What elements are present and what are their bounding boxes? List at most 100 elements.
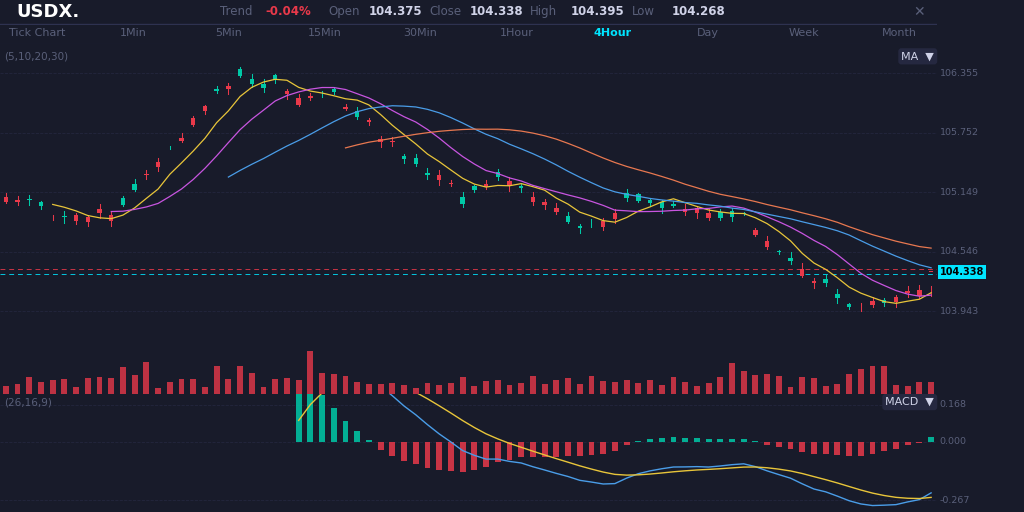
- Bar: [401, 442, 407, 461]
- Bar: [156, 388, 161, 394]
- Bar: [905, 291, 910, 293]
- Bar: [272, 379, 279, 394]
- Bar: [4, 197, 8, 202]
- Bar: [542, 442, 548, 457]
- Bar: [600, 381, 606, 394]
- Bar: [121, 198, 125, 205]
- Bar: [893, 442, 899, 449]
- Bar: [132, 184, 137, 189]
- Bar: [612, 382, 617, 394]
- Bar: [437, 175, 441, 180]
- Bar: [905, 442, 910, 445]
- Bar: [460, 377, 466, 394]
- Bar: [647, 379, 653, 394]
- Bar: [530, 376, 536, 394]
- Bar: [238, 69, 243, 76]
- Bar: [740, 439, 746, 442]
- Bar: [496, 172, 500, 177]
- Text: 104.338: 104.338: [940, 267, 984, 277]
- Bar: [589, 442, 594, 455]
- Bar: [916, 442, 923, 443]
- Text: Week: Week: [788, 29, 819, 38]
- Bar: [823, 279, 828, 283]
- Bar: [822, 442, 828, 454]
- Text: Tick Chart: Tick Chart: [9, 29, 66, 38]
- Bar: [835, 384, 841, 394]
- Bar: [682, 382, 688, 394]
- Bar: [600, 442, 606, 454]
- Bar: [589, 376, 594, 394]
- Bar: [718, 439, 723, 442]
- Bar: [565, 378, 571, 394]
- Text: 0.168: 0.168: [940, 400, 967, 410]
- Bar: [401, 385, 407, 394]
- Bar: [707, 214, 711, 218]
- Text: Low: Low: [632, 6, 654, 18]
- Bar: [250, 79, 254, 84]
- Bar: [507, 385, 512, 394]
- Bar: [471, 386, 477, 394]
- Text: 104.338: 104.338: [469, 6, 523, 18]
- Bar: [553, 442, 559, 457]
- Bar: [718, 212, 723, 219]
- Bar: [495, 380, 501, 394]
- Bar: [425, 442, 430, 467]
- Bar: [447, 383, 454, 394]
- Bar: [636, 195, 641, 201]
- Bar: [894, 297, 898, 302]
- Bar: [472, 186, 476, 190]
- Bar: [249, 373, 255, 394]
- Bar: [683, 209, 687, 212]
- Bar: [471, 442, 477, 470]
- Bar: [179, 138, 183, 141]
- Bar: [109, 215, 114, 221]
- Bar: [788, 258, 793, 261]
- Text: High: High: [530, 6, 557, 18]
- Text: USDX.: USDX.: [16, 3, 79, 21]
- Bar: [800, 269, 805, 276]
- Bar: [436, 385, 442, 394]
- Bar: [378, 442, 384, 450]
- Bar: [577, 384, 583, 394]
- Bar: [518, 442, 524, 458]
- Bar: [296, 356, 302, 442]
- Bar: [296, 380, 302, 394]
- Bar: [647, 439, 653, 442]
- Bar: [718, 377, 723, 394]
- Bar: [916, 382, 923, 394]
- Bar: [858, 442, 864, 456]
- Bar: [530, 197, 536, 202]
- Bar: [518, 382, 524, 394]
- Bar: [483, 184, 488, 187]
- Bar: [694, 208, 699, 213]
- Text: 105.752: 105.752: [940, 128, 979, 137]
- Bar: [764, 442, 770, 445]
- Text: MA  ▼: MA ▼: [901, 51, 934, 61]
- Bar: [671, 377, 677, 394]
- Bar: [15, 200, 19, 202]
- Bar: [918, 290, 922, 296]
- Bar: [625, 193, 629, 199]
- Bar: [414, 158, 418, 164]
- Text: 104.395: 104.395: [570, 6, 625, 18]
- Text: Day: Day: [697, 29, 719, 38]
- Bar: [366, 440, 372, 442]
- Text: Close: Close: [429, 6, 461, 18]
- Bar: [144, 174, 148, 175]
- Bar: [167, 382, 173, 394]
- Bar: [847, 304, 851, 307]
- Bar: [366, 383, 372, 394]
- Bar: [846, 374, 852, 394]
- Bar: [658, 385, 665, 394]
- Bar: [928, 381, 934, 394]
- Bar: [307, 378, 313, 442]
- Text: 1Min: 1Min: [120, 29, 146, 38]
- Bar: [858, 370, 864, 394]
- Bar: [694, 438, 699, 442]
- Bar: [729, 439, 735, 442]
- Bar: [61, 379, 68, 394]
- Bar: [202, 387, 208, 394]
- Bar: [612, 213, 617, 219]
- Bar: [635, 441, 641, 442]
- Bar: [706, 383, 712, 394]
